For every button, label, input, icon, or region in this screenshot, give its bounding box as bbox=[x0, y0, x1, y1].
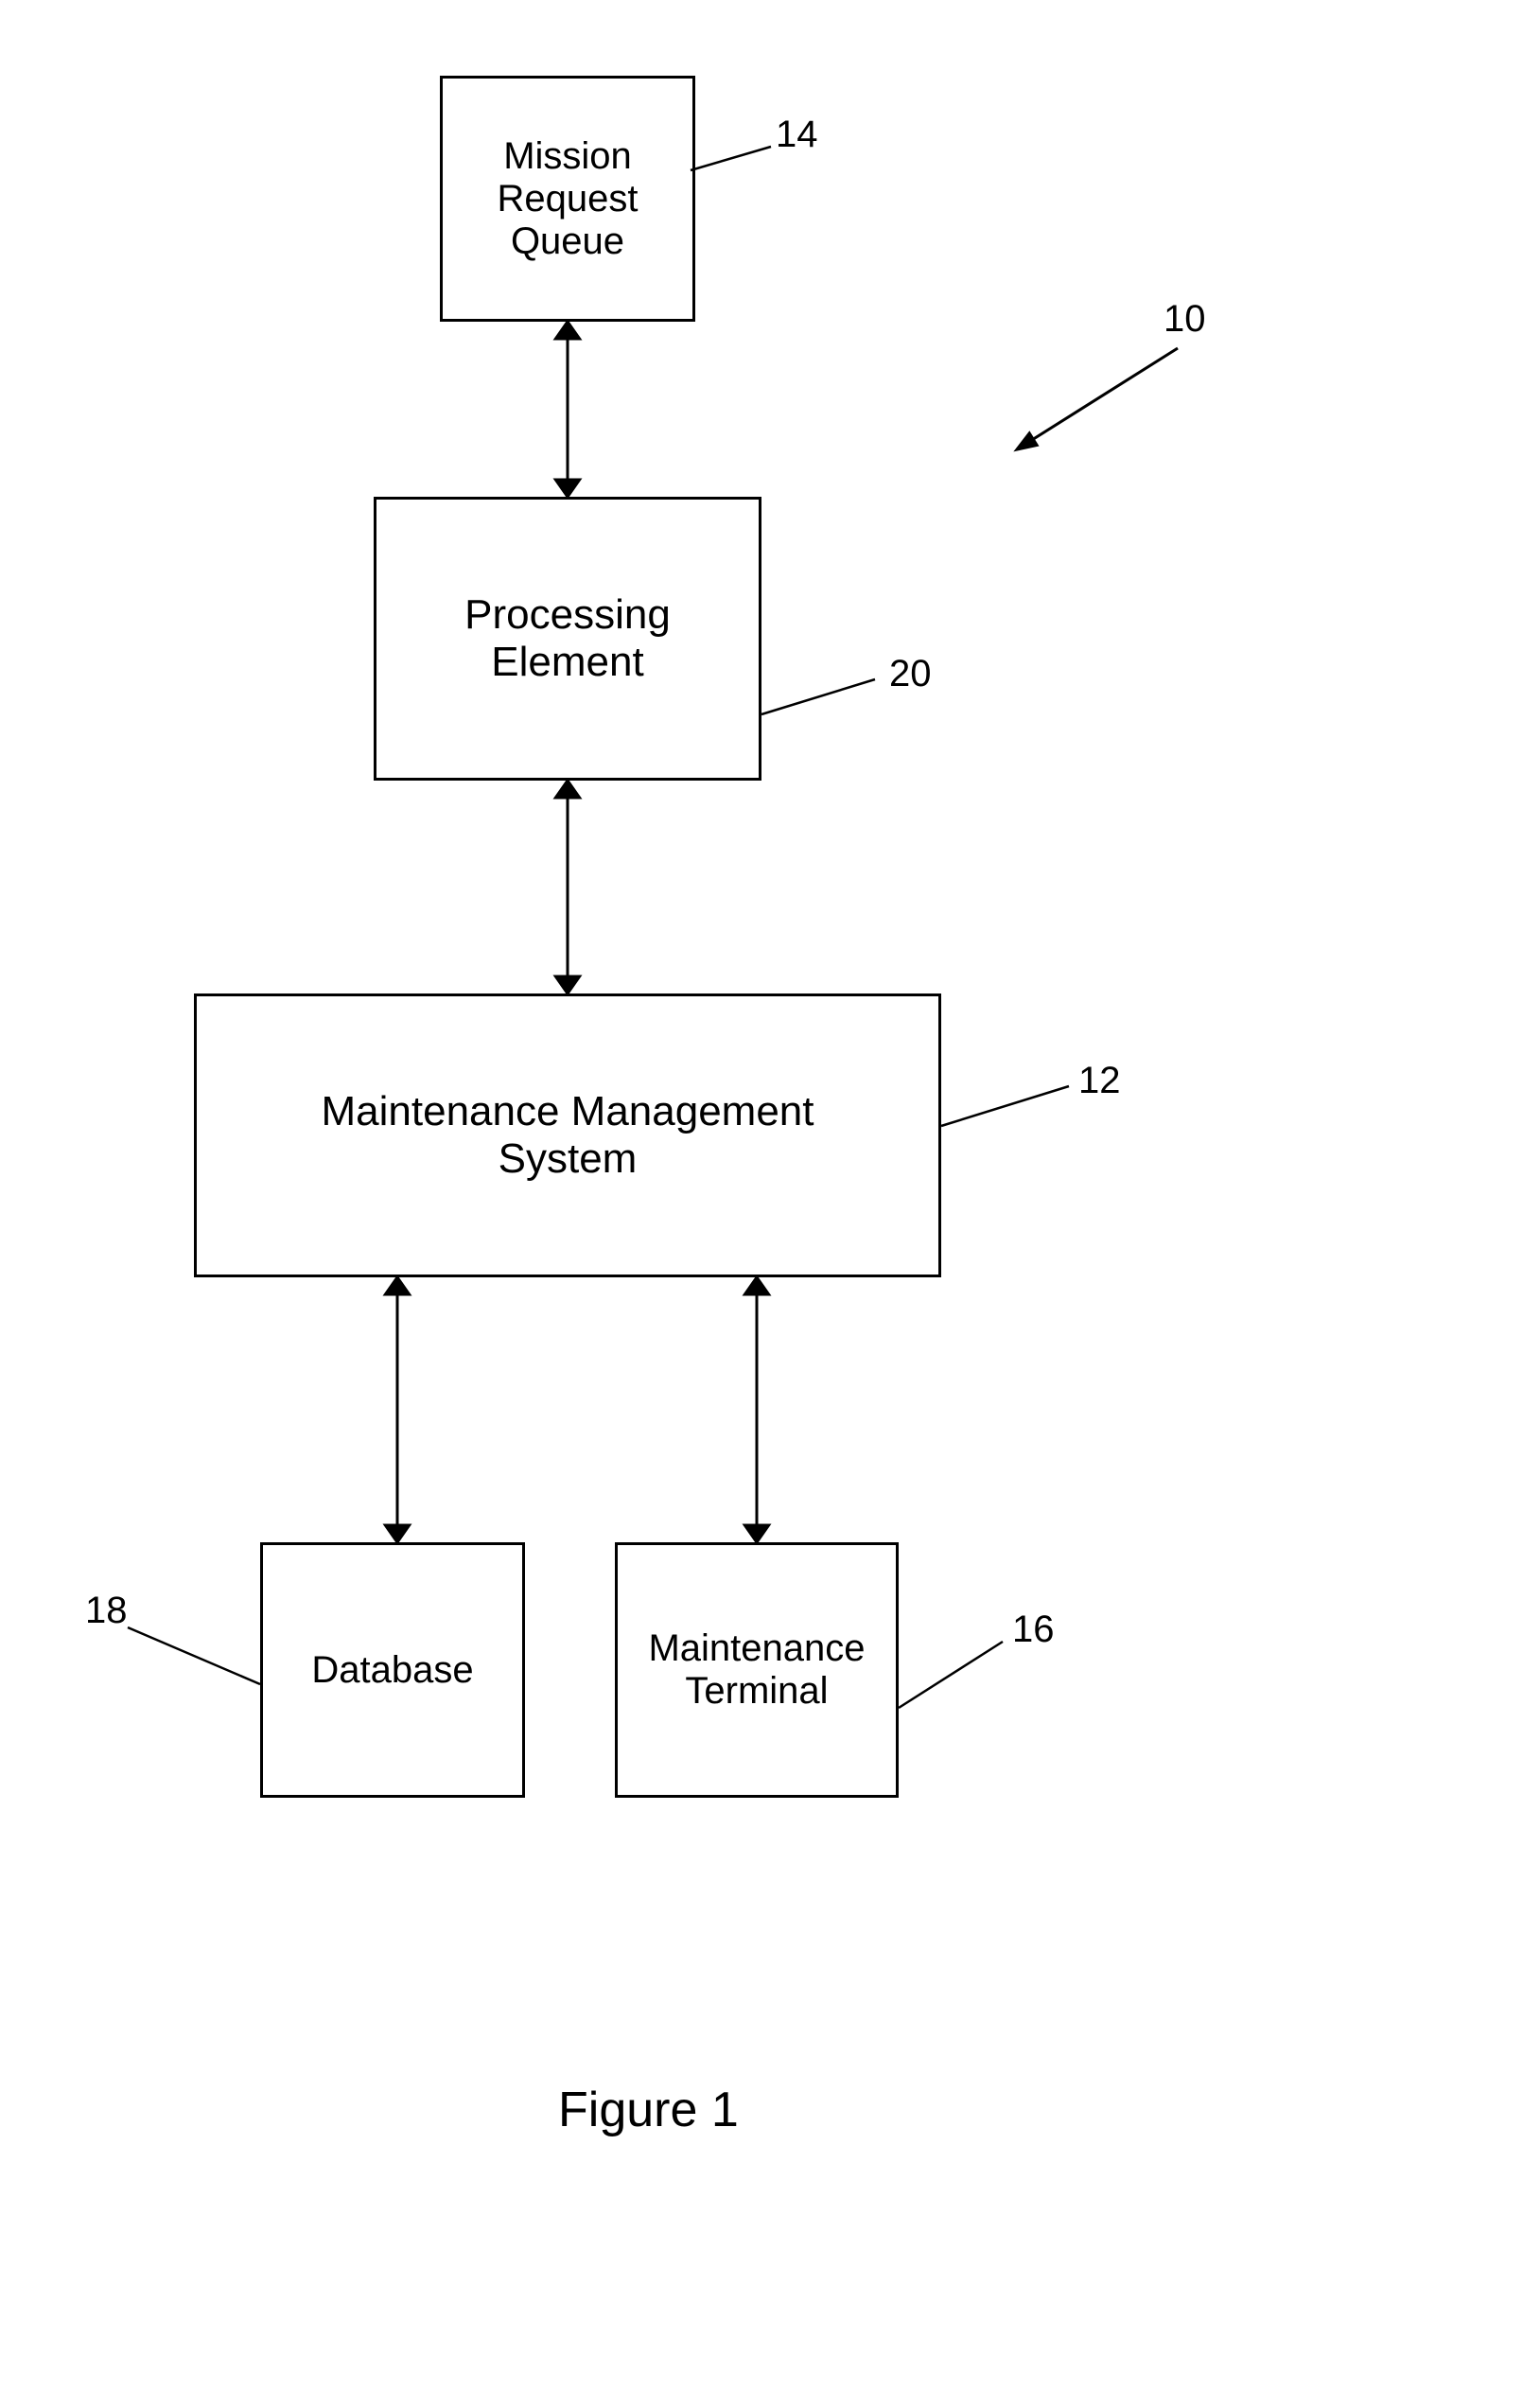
maintenance-terminal-box: MaintenanceTerminal bbox=[615, 1542, 899, 1798]
mission-request-queue-label: MissionRequestQueue bbox=[498, 135, 639, 263]
database-label: Database bbox=[311, 1649, 473, 1692]
ref-label-16: 16 bbox=[1012, 1609, 1055, 1651]
ref-label-14: 14 bbox=[776, 114, 818, 156]
maintenance-terminal-label: MaintenanceTerminal bbox=[648, 1627, 865, 1713]
mission-request-queue-box: MissionRequestQueue bbox=[440, 76, 695, 322]
ref-label-20: 20 bbox=[889, 653, 932, 695]
figure-label: Figure 1 bbox=[558, 2082, 739, 2138]
maintenance-management-system-label: Maintenance ManagementSystem bbox=[322, 1088, 814, 1183]
ref-label-12: 12 bbox=[1078, 1060, 1121, 1102]
ref-label-18: 18 bbox=[85, 1590, 128, 1632]
database-box: Database bbox=[260, 1542, 525, 1798]
processing-element-label: ProcessingElement bbox=[464, 591, 671, 686]
ref-label-10: 10 bbox=[1164, 298, 1206, 341]
processing-element-box: ProcessingElement bbox=[374, 497, 761, 781]
maintenance-management-system-box: Maintenance ManagementSystem bbox=[194, 993, 941, 1277]
diagram-container: MissionRequestQueue ProcessingElement Ma… bbox=[0, 0, 1540, 2391]
